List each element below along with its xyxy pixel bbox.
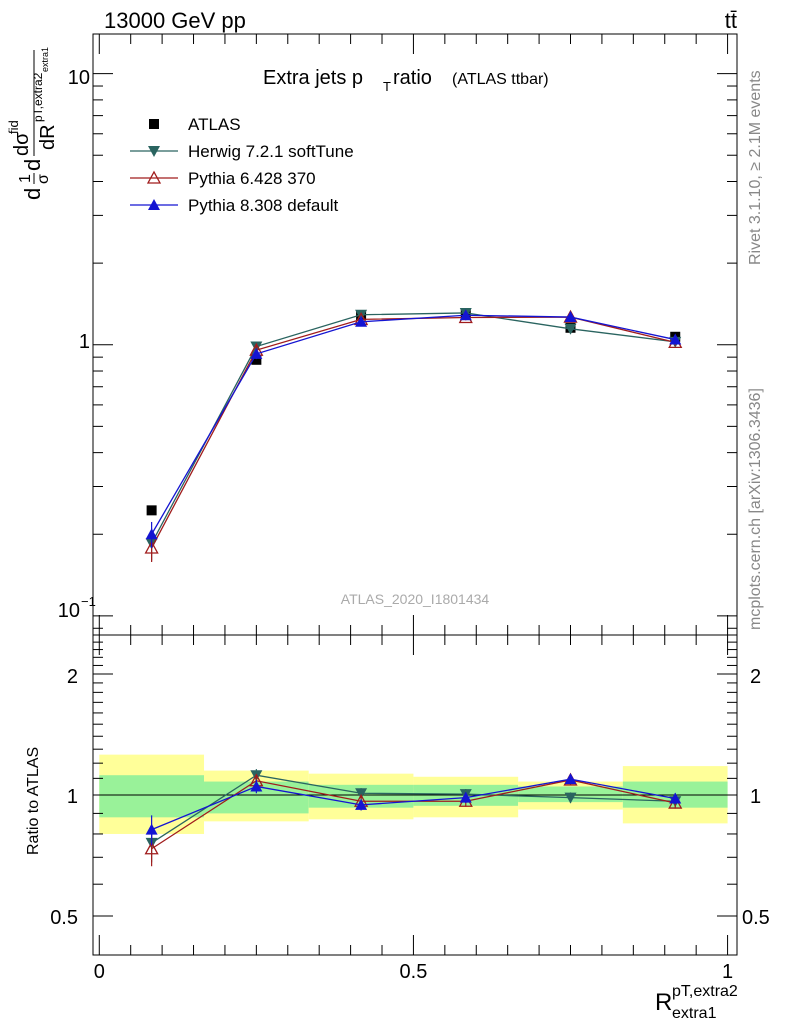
svg-text:1: 1 bbox=[17, 174, 34, 183]
mcplots-label: mcplots.cern.ch [arXiv:1306.3436] bbox=[747, 388, 764, 630]
analysis-id-label: ATLAS_2020_I1801434 bbox=[341, 591, 490, 607]
legend-marker bbox=[148, 146, 160, 157]
ratio-data-point bbox=[145, 823, 158, 835]
data-point bbox=[669, 333, 682, 345]
legend-label: ATLAS bbox=[188, 115, 241, 134]
main-series bbox=[144, 307, 683, 563]
chart-title-subscript: T bbox=[383, 79, 391, 94]
series-pythia-6-428-370 bbox=[144, 309, 683, 563]
data-point bbox=[564, 311, 577, 323]
ratio-y-tick-label-1: 1 bbox=[67, 786, 78, 808]
y-tick-label-0p1-exponent: −1 bbox=[81, 594, 96, 609]
ratio-data-point bbox=[355, 788, 368, 800]
series-line bbox=[151, 316, 676, 549]
series-line bbox=[151, 312, 676, 544]
ratio-series-line bbox=[151, 778, 676, 831]
data-point bbox=[459, 309, 472, 321]
ratio-panel: 2 1 0.5 2 1 0.5 Ratio to ATLAS 0 0.5 1 R… bbox=[25, 634, 770, 1022]
ratio-data-point bbox=[564, 792, 577, 804]
legend-entry: ATLAS bbox=[149, 115, 241, 134]
svg-text:d: d bbox=[20, 188, 45, 200]
ratio-y-tick-label-2: 2 bbox=[67, 666, 78, 688]
ratio-data-point bbox=[459, 791, 472, 803]
svg-text:extra1: extra1 bbox=[40, 47, 50, 72]
data-point bbox=[355, 309, 368, 321]
ratio-data-point bbox=[250, 780, 263, 792]
series-line bbox=[151, 314, 676, 535]
legend-marker bbox=[146, 170, 162, 184]
legend-marker bbox=[149, 119, 159, 129]
ratio-data-point bbox=[669, 792, 682, 804]
data-point bbox=[564, 323, 577, 335]
legend-label: Herwig 7.2.1 softTune bbox=[188, 142, 354, 161]
series-pythia-8-308-default bbox=[145, 309, 682, 548]
ratio-data-point bbox=[564, 773, 577, 785]
y-tick-label-0p1-base: 10 bbox=[58, 600, 80, 622]
x-axis-label-main: R bbox=[655, 989, 672, 1016]
series-herwig-7-2-1-softtune bbox=[145, 307, 682, 561]
ratio-y-axis-label: Ratio to ATLAS bbox=[25, 747, 42, 855]
ratio-y-tick-label-0p5: 0.5 bbox=[50, 907, 78, 929]
legend-label: Pythia 8.308 default bbox=[188, 196, 339, 215]
y-tick-label-1: 1 bbox=[79, 331, 90, 353]
ratio-data-point bbox=[144, 841, 159, 855]
ratio-ticks bbox=[93, 635, 737, 955]
process-label: tt̄ bbox=[725, 8, 737, 33]
data-point bbox=[145, 528, 158, 540]
ratio-series-line bbox=[151, 774, 676, 844]
svg-text:fid: fid bbox=[6, 120, 21, 134]
legend-marker bbox=[148, 199, 160, 210]
x-axis-label-superscript: pT,extra2 bbox=[672, 983, 738, 1000]
band-inner bbox=[99, 775, 205, 818]
series-atlas bbox=[146, 308, 681, 516]
data-point bbox=[251, 354, 262, 365]
ratio-right-tick-label-2: 2 bbox=[750, 666, 761, 688]
x-tick-label-0p5: 0.5 bbox=[400, 961, 428, 983]
x-tick-label-0: 0 bbox=[94, 961, 105, 983]
ratio-frame bbox=[92, 634, 738, 956]
main-ticks bbox=[93, 34, 737, 635]
data-point bbox=[146, 505, 157, 516]
chart-title-note: (ATLAS ttbar) bbox=[452, 71, 549, 88]
chart-title-rest: ratio bbox=[393, 67, 432, 89]
chart-title: Extra jets p bbox=[263, 67, 363, 89]
legend-entry: Herwig 7.2.1 softTune bbox=[130, 142, 354, 161]
svg-text:d: d bbox=[20, 159, 45, 171]
svg-text:dσ: dσ bbox=[11, 132, 33, 156]
ratio-right-tick-label-1: 1 bbox=[750, 786, 761, 808]
energy-label: 13000 GeV pp bbox=[104, 8, 246, 33]
ratio-right-tick-label-0p5: 0.5 bbox=[742, 907, 770, 929]
rivet-version-label: Rivet 3.1.10, ≥ 2.1M events bbox=[747, 70, 764, 265]
data-point bbox=[250, 347, 263, 359]
y-tick-label-0p1: 10 bbox=[58, 600, 80, 622]
main-panel: 10 1 10 −1 d 1 σ d dσ fid dR pT,extra2 e… bbox=[6, 33, 738, 636]
legend-entry: Pythia 6.428 370 bbox=[130, 169, 316, 188]
ratio-data-point bbox=[355, 798, 368, 810]
legend-label: Pythia 6.428 370 bbox=[188, 169, 316, 188]
ratio-series-pythia-8-308-default bbox=[145, 773, 682, 846]
ratio-series bbox=[144, 769, 683, 867]
legend: ATLAS Herwig 7.2.1 softTune Pythia 6.428 3… bbox=[130, 115, 354, 215]
chart-title-text: Extra jets p bbox=[263, 67, 363, 89]
y-tick-label-10: 10 bbox=[68, 67, 90, 89]
svg-text:dR: dR bbox=[37, 124, 59, 150]
main-y-axis-label-formula: d 1 σ d dσ fid dR pT,extra2 extra1 bbox=[6, 47, 59, 200]
svg-text:pT,extra2: pT,extra2 bbox=[31, 72, 45, 122]
data-point bbox=[144, 540, 159, 554]
data-point bbox=[355, 315, 368, 327]
legend-entry: Pythia 8.308 default bbox=[130, 196, 339, 215]
svg-text:σ: σ bbox=[35, 174, 52, 184]
main-y-tick-labels: 10 1 10 −1 bbox=[58, 67, 96, 622]
x-tick-label-1: 1 bbox=[722, 961, 733, 983]
x-axis-label-subscript: extra1 bbox=[672, 1005, 717, 1022]
